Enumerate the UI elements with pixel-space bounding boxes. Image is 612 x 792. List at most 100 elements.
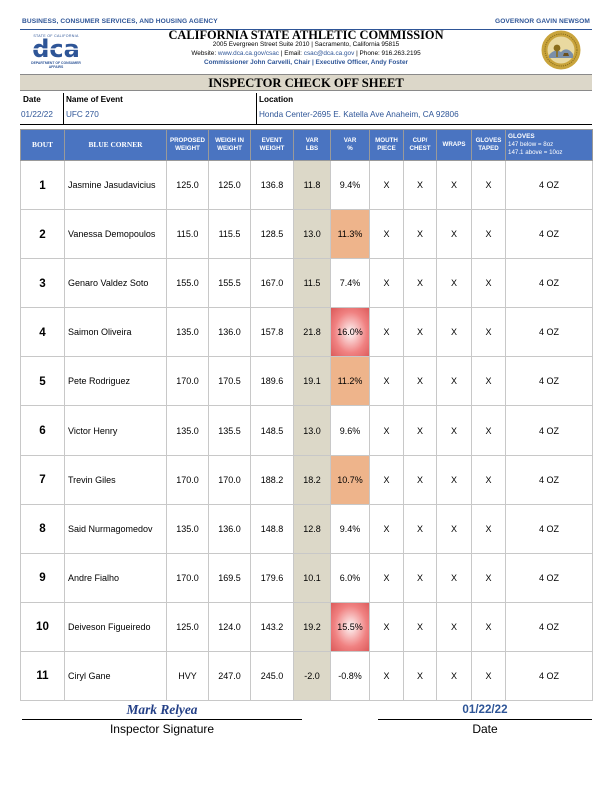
event-location: Honda Center-2695 E. Katella Ave Anaheim… [259,110,459,119]
wraps-check: X [436,209,472,260]
mouthpiece-check: X [369,209,404,260]
wraps-check: X [436,552,472,603]
proposed-weight: 155.0 [166,258,209,309]
cup-chest-check: X [403,601,437,652]
fighter-name: Andre Fialho [64,552,167,603]
gloves-taped-check: X [471,307,506,358]
variance-lbs: 19.1 [293,356,331,407]
fighter-name: Vanessa Demopoulos [64,209,167,260]
proposed-weight: 115.0 [166,209,209,260]
variance-percent: 6.0% [330,552,370,603]
proposed-weight: 170.0 [166,454,209,505]
location-label: Location [259,95,294,104]
event-name: UFC 270 [66,110,99,119]
signature-line [22,719,302,720]
fighter-name: Pete Rodriguez [64,356,167,407]
table-row: 6 Victor Henry 135.0 135.5 148.5 13.0 9.6% X X X X… [20,405,593,456]
proposed-weight: 170.0 [166,552,209,603]
event-weight: 245.0 [250,650,294,702]
info-separator [256,93,257,125]
gloves-taped-check: X [471,258,506,309]
table-body: 1 Jasmine Jasudavicius 125.0 125.0 136.8 11.8… [20,159,593,702]
event-date: 01/22/22 [21,110,53,119]
gloves-taped-check: X [471,552,506,603]
state-seal-icon [541,30,581,70]
date-field-label: Date [472,722,498,736]
table-row: 1 Jasmine Jasudavicius 125.0 125.0 136.8 11.8… [20,159,593,211]
governor-text: GOVERNOR GAVIN NEWSOM [494,18,590,25]
col-var-pct: VAR% [330,129,370,161]
cup-chest-check: X [403,454,437,505]
mouthpiece-check: X [369,356,404,407]
variance-lbs: 13.0 [293,209,331,260]
variance-lbs: 19.2 [293,601,331,652]
gloves-taped-check: X [471,503,506,554]
table-header-row: BOUT BLUE CORNER PROPOSED WEIGHT WEIGH IN… [20,129,593,161]
event-weight: 128.5 [250,209,294,260]
fighter-name: Ciryl Gane [64,650,167,702]
gloves-taped-check: X [471,405,506,456]
gloves-taped-check: X [471,209,506,260]
event-weight: 179.6 [250,552,294,603]
col-cup-chest: CUP/CHEST [403,129,437,161]
email-label: | Email: [280,50,302,57]
weigh-in-weight: 124.0 [208,601,251,652]
wraps-check: X [436,650,472,702]
table-row: 3 Genaro Valdez Soto 155.0 155.5 167.0 11.5 7.… [20,258,593,309]
mouthpiece-check: X [369,552,404,603]
wraps-check: X [436,601,472,652]
gloves-size: 4 OZ [505,454,593,505]
variance-percent: 11.2% [330,356,370,407]
contact-line: Website: www.dca.ca.gov/csac | Email: cs… [120,50,492,57]
date-line [378,719,592,720]
weigh-in-weight: 135.5 [208,405,251,456]
variance-percent: 16.0% [330,307,370,358]
col-gloves-taped: GLOVES TAPED [471,129,506,161]
cup-chest-check: X [403,650,437,702]
weigh-in-weight: 136.0 [208,503,251,554]
weigh-in-weight: 170.5 [208,356,251,407]
cup-chest-check: X [403,552,437,603]
gloves-size: 4 OZ [505,601,593,652]
fighter-name: Said Nurmagomedov [64,503,167,554]
cup-chest-check: X [403,356,437,407]
wraps-check: X [436,356,472,407]
bout-number: 8 [20,503,65,554]
title-bar: INSPECTOR CHECK OFF SHEET [20,74,592,91]
phone-text: | Phone: 916.263.2195 [356,50,421,57]
website-link[interactable]: www.dca.ca.gov/csac [217,50,279,57]
inspector-signature: Mark Relyea [126,702,198,717]
col-gloves: GLOVES 147 below = 8oz 147.1 above = 10o… [505,129,593,161]
variance-lbs: -2.0 [293,650,331,702]
gloves-taped-check: X [471,356,506,407]
weigh-in-weight: 115.5 [208,209,251,260]
email-link[interactable]: csac@dca.ca.gov [303,50,355,57]
gloves-size: 4 OZ [505,650,593,702]
wraps-check: X [436,405,472,456]
proposed-weight: 170.0 [166,356,209,407]
top-bar-divider [20,29,592,30]
date-label: Date [23,95,41,104]
event-weight: 189.6 [250,356,294,407]
bout-number: 2 [20,209,65,260]
cup-chest-check: X [403,405,437,456]
table-row: 11 Ciryl Gane HVY 247.0 245.0 -2.0 -0.8% X X X X 4 … [20,650,593,702]
gloves-size: 4 OZ [505,209,593,260]
weigh-in-weight: 155.5 [208,258,251,309]
org-address: 2005 Evergreen Street Suite 2010 | Sacra… [212,41,400,48]
variance-lbs: 12.8 [293,503,331,554]
wraps-check: X [436,454,472,505]
event-weight: 188.2 [250,454,294,505]
inspector-signature-label: Inspector Signature [109,722,215,736]
variance-percent: 11.3% [330,209,370,260]
proposed-weight: 125.0 [166,601,209,652]
variance-percent: 9.6% [330,405,370,456]
proposed-weight: HVY [166,650,209,702]
event-weight: 157.8 [250,307,294,358]
proposed-weight: 135.0 [166,503,209,554]
table-row: 10 Deiveson Figueiredo 125.0 124.0 143.2 19.2… [20,601,593,652]
variance-percent: 10.7% [330,454,370,505]
table-row: 9 Andre Fialho 170.0 169.5 179.6 10.1 6.0% X X X X… [20,552,593,603]
col-mouthpiece: MOUTH PIECE [369,129,404,161]
event-name-label: Name of Event [66,95,123,104]
